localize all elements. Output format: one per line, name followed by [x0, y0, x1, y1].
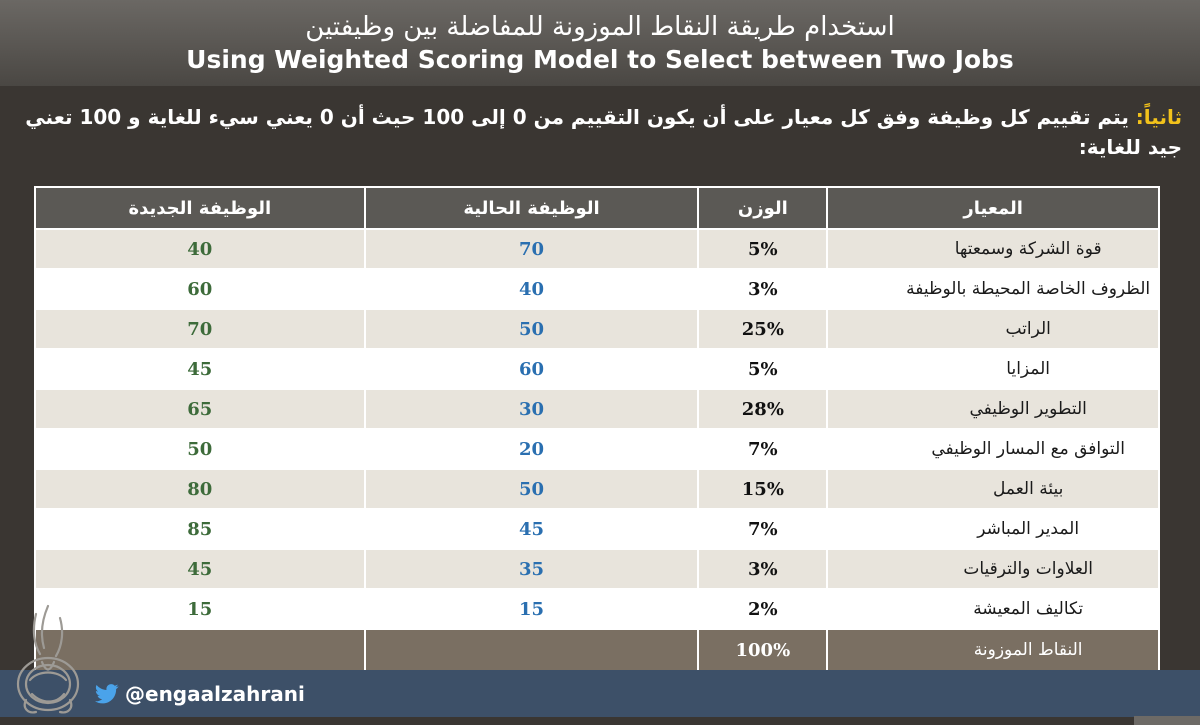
- criterion-cell: المزايا: [826, 348, 1160, 390]
- weight-cell: 3%: [697, 268, 829, 310]
- scoring-table: المعيار الوزن الوظيفة الحالية الوظيفة ال…: [34, 186, 1160, 672]
- current-job-cell: 50: [363, 468, 700, 510]
- new-job-cell: 45: [34, 348, 366, 390]
- weight-cell: 3%: [697, 548, 829, 590]
- twitter-handle[interactable]: @engaalzahrani: [95, 680, 305, 708]
- table-row: تكاليف المعيشة 2% 15 15: [34, 588, 1160, 630]
- table-row: التوافق مع المسار الوظيفي 7% 20 50: [34, 428, 1160, 470]
- criterion-cell: بيئة العمل: [826, 468, 1160, 510]
- current-job-cell: 50: [363, 308, 700, 350]
- new-job-cell: 70: [34, 308, 366, 350]
- intro-paragraph: ثانياً: يتم تقييم كل وظيفة وفق كل معيار …: [20, 102, 1182, 162]
- weight-cell: 5%: [697, 348, 829, 390]
- weight-cell: 7%: [697, 428, 829, 470]
- corner-tab: [1134, 716, 1200, 725]
- current-job-cell: 40: [363, 268, 700, 310]
- weight-cell: 28%: [697, 388, 829, 430]
- total-weight-cell: 100%: [697, 628, 829, 672]
- header-new-job: الوظيفة الجديدة: [34, 186, 366, 230]
- new-job-cell: 40: [34, 228, 366, 270]
- title-banner: استخدام طريقة النقاط الموزونة للمفاضلة ب…: [0, 0, 1200, 86]
- header-current-job: الوظيفة الحالية: [363, 186, 700, 230]
- weight-cell: 25%: [697, 308, 829, 350]
- table-row: قوة الشركة وسمعتها 5% 70 40: [34, 228, 1160, 270]
- new-job-cell: 80: [34, 468, 366, 510]
- criterion-cell: التطوير الوظيفي: [826, 388, 1160, 430]
- criterion-cell: الظروف الخاصة المحيطة بالوظيفة: [826, 268, 1160, 310]
- criterion-cell: المدير المباشر: [826, 508, 1160, 550]
- current-job-cell: 70: [363, 228, 700, 270]
- total-new-job-cell: [34, 628, 366, 672]
- criterion-cell: تكاليف المعيشة: [826, 588, 1160, 630]
- table-row: المزايا 5% 60 45: [34, 348, 1160, 390]
- criterion-cell: قوة الشركة وسمعتها: [826, 228, 1160, 270]
- table-row: المدير المباشر 7% 45 85: [34, 508, 1160, 550]
- calligraphy-logo: [12, 600, 84, 718]
- table-row: العلاوات والترقيات 3% 35 45: [34, 548, 1160, 590]
- intro-text: يتم تقييم كل وظيفة وفق كل معيار على أن ي…: [25, 105, 1182, 159]
- criterion-cell: الراتب: [826, 308, 1160, 350]
- intro-lead: ثانياً:: [1135, 105, 1182, 129]
- new-job-cell: 60: [34, 268, 366, 310]
- twitter-handle-text: @engaalzahrani: [125, 682, 305, 706]
- criterion-cell: التوافق مع المسار الوظيفي: [826, 428, 1160, 470]
- current-job-cell: 30: [363, 388, 700, 430]
- table-header-row: المعيار الوزن الوظيفة الحالية الوظيفة ال…: [34, 186, 1160, 230]
- footer-bar: [0, 670, 1200, 717]
- current-job-cell: 45: [363, 508, 700, 550]
- new-job-cell: 50: [34, 428, 366, 470]
- current-job-cell: 15: [363, 588, 700, 630]
- weight-cell: 7%: [697, 508, 829, 550]
- new-job-cell: 85: [34, 508, 366, 550]
- table-row: الظروف الخاصة المحيطة بالوظيفة 3% 40 60: [34, 268, 1160, 310]
- table-row: التطوير الوظيفي 28% 30 65: [34, 388, 1160, 430]
- twitter-icon: [95, 684, 119, 704]
- new-job-cell: 65: [34, 388, 366, 430]
- weight-cell: 5%: [697, 228, 829, 270]
- title-arabic: استخدام طريقة النقاط الموزونة للمفاضلة ب…: [305, 12, 895, 42]
- title-english: Using Weighted Scoring Model to Select b…: [186, 45, 1014, 74]
- total-row: النقاط الموزونة 100%: [34, 628, 1160, 672]
- table-row: بيئة العمل 15% 50 80: [34, 468, 1160, 510]
- weight-cell: 2%: [697, 588, 829, 630]
- header-weight: الوزن: [697, 186, 829, 230]
- criterion-cell: العلاوات والترقيات: [826, 548, 1160, 590]
- current-job-cell: 35: [363, 548, 700, 590]
- current-job-cell: 60: [363, 348, 700, 390]
- current-job-cell: 20: [363, 428, 700, 470]
- weight-cell: 15%: [697, 468, 829, 510]
- total-criterion-cell: النقاط الموزونة: [826, 628, 1160, 672]
- new-job-cell: 45: [34, 548, 366, 590]
- header-criterion: المعيار: [826, 186, 1160, 230]
- total-current-job-cell: [363, 628, 700, 672]
- table-row: الراتب 25% 50 70: [34, 308, 1160, 350]
- new-job-cell: 15: [34, 588, 366, 630]
